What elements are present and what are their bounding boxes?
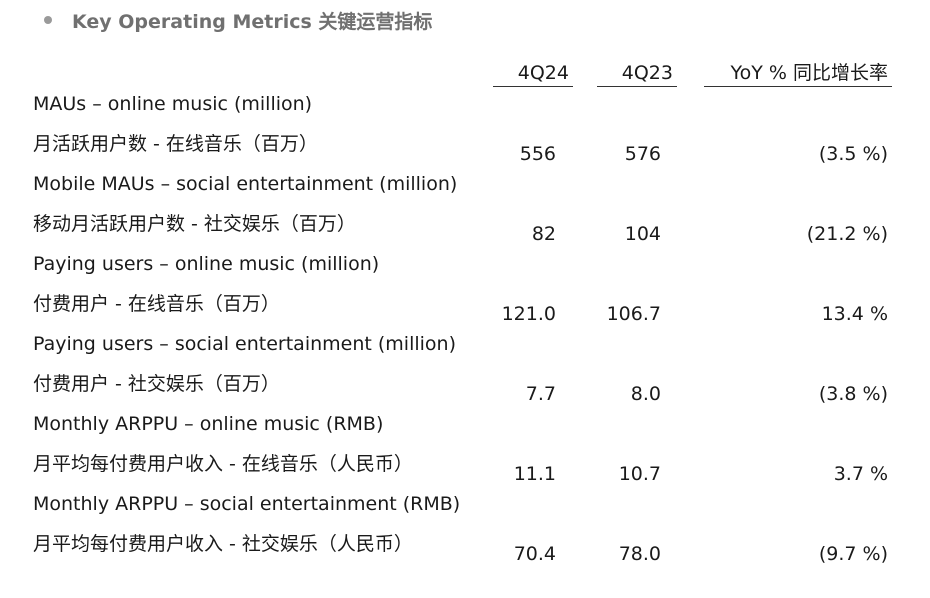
cell-yoy: (21.2 %) xyxy=(806,223,888,245)
cell-yoy: (3.5 %) xyxy=(818,143,888,165)
section-title: Key Operating Metrics 关键运营指标 xyxy=(44,4,432,36)
column-header-4q23-label: 4Q23 xyxy=(621,62,673,84)
cell-4q23: 104 xyxy=(624,223,661,245)
column-header-4q24: 4Q24 xyxy=(493,58,573,87)
row-label-en: Mobile MAUs – social entertainment (mill… xyxy=(33,173,458,195)
cell-yoy: 3.7 % xyxy=(833,463,888,485)
column-header-4q23: 4Q23 xyxy=(597,58,677,87)
row-label-en: Monthly ARPPU – social entertainment (RM… xyxy=(33,493,461,515)
row-label-en: Paying users – online music (million) xyxy=(33,253,380,275)
cell-4q24: 82 xyxy=(531,223,556,245)
column-header-yoy-label: YoY % 同比增长率 xyxy=(730,62,888,84)
row-label-zh: 月平均每付费用户收入 - 在线音乐（人民币） xyxy=(33,453,413,475)
cell-4q23: 10.7 xyxy=(618,463,661,485)
cell-4q23: 106.7 xyxy=(606,303,661,325)
row-label-zh: 月平均每付费用户收入 - 社交娱乐（人民币） xyxy=(33,533,413,555)
cell-4q24: 121.0 xyxy=(501,303,556,325)
cell-4q23: 576 xyxy=(624,143,661,165)
row-label-zh: 移动月活跃用户数 - 社交娱乐（百万） xyxy=(33,213,356,235)
column-header-yoy: YoY % 同比增长率 xyxy=(704,58,892,87)
cell-4q23: 8.0 xyxy=(630,383,661,405)
row-label-zh: 月活跃用户数 - 在线音乐（百万） xyxy=(33,133,318,155)
cell-yoy: (3.8 %) xyxy=(818,383,888,405)
cell-4q24: 70.4 xyxy=(513,543,556,565)
cell-4q23: 78.0 xyxy=(618,543,661,565)
cell-yoy: (9.7 %) xyxy=(818,543,888,565)
cell-4q24: 556 xyxy=(519,143,556,165)
bullet-icon xyxy=(44,16,52,24)
section-title-text: Key Operating Metrics 关键运营指标 xyxy=(72,10,433,33)
row-label-en: MAUs – online music (million) xyxy=(33,93,313,115)
row-label-zh: 付费用户 - 在线音乐（百万） xyxy=(33,293,280,315)
cell-yoy: 13.4 % xyxy=(821,303,888,325)
row-label-zh: 付费用户 - 社交娱乐（百万） xyxy=(33,373,280,395)
cell-4q24: 7.7 xyxy=(525,383,556,405)
row-label-en: Paying users – social entertainment (mil… xyxy=(33,333,456,355)
row-label-en: Monthly ARPPU – online music (RMB) xyxy=(33,413,384,435)
cell-4q24: 11.1 xyxy=(513,463,556,485)
column-header-4q24-label: 4Q24 xyxy=(517,62,569,84)
